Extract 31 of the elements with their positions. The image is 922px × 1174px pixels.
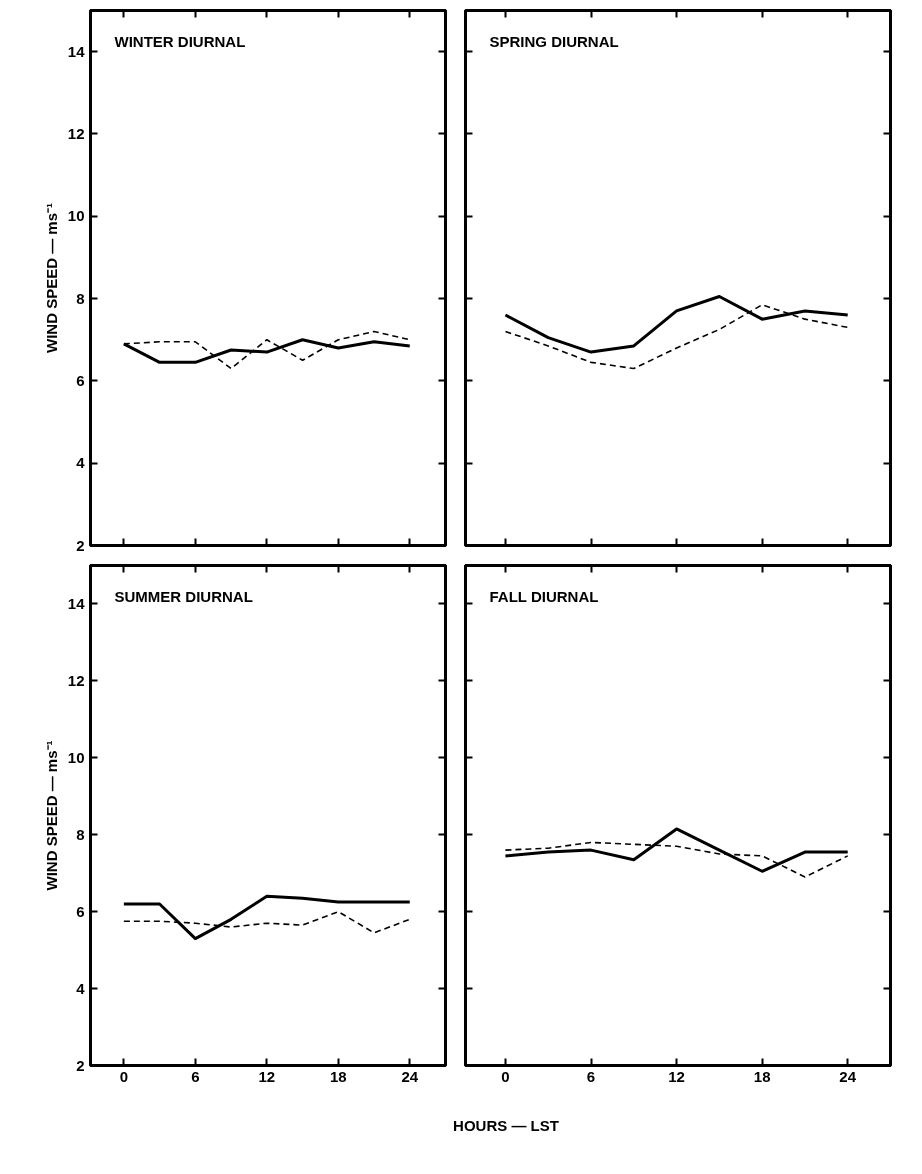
x-tick-label: 18: [753, 1067, 771, 1085]
y-tick-label: 4: [76, 454, 86, 472]
x-tick-label: 0: [501, 1067, 510, 1085]
text: SPRING DIURNAL: [489, 32, 619, 50]
x-tick-label: 6: [191, 1067, 200, 1085]
x-tick-label: 12: [668, 1067, 685, 1085]
y-tick-label: 10: [67, 207, 85, 225]
x-tick-label: 12: [258, 1067, 276, 1085]
y-tick-label: 6: [76, 371, 85, 389]
y-tick-label: 8: [76, 825, 85, 843]
y-axis-title: WIND SPEED — ms⁻¹: [42, 740, 60, 891]
text: WINTER DIURNAL: [114, 32, 246, 50]
y-tick-label: 2: [76, 536, 85, 554]
y-tick-label: 8: [76, 289, 85, 307]
y-tick-label: 4: [76, 979, 86, 997]
y-axis-title: WIND SPEED — ms⁻¹: [42, 202, 60, 354]
text: SUMMER DIURNAL: [114, 587, 253, 605]
y-tick-label: 2: [76, 1056, 85, 1074]
y-tick-label: 10: [67, 748, 85, 766]
y-tick-label: 14: [67, 42, 86, 60]
y-tick-label: 6: [76, 902, 85, 920]
x-tick-label: 24: [401, 1067, 419, 1085]
text: FALL DIURNAL: [489, 587, 599, 605]
y-tick-label: 12: [67, 671, 85, 689]
y-tick-label: 12: [67, 124, 85, 142]
x-tick-label: 0: [119, 1067, 129, 1085]
y-tick-label: 14: [67, 594, 86, 612]
x-tick-label: 18: [329, 1067, 347, 1085]
x-tick-label: 6: [586, 1067, 596, 1085]
x-axis-title: HOURS — LST: [453, 1116, 559, 1136]
x-tick-label: 24: [839, 1067, 857, 1085]
